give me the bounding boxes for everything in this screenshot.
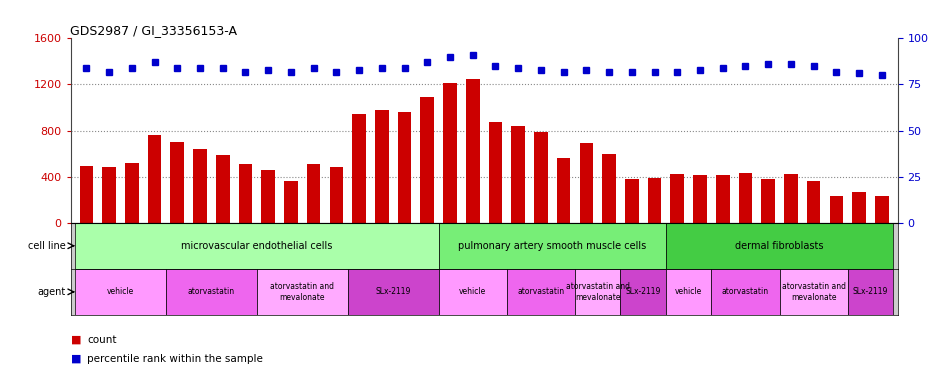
- Bar: [625, 179, 638, 223]
- Bar: [439, 269, 507, 315]
- Text: vehicle: vehicle: [459, 287, 486, 296]
- Bar: [807, 181, 821, 223]
- Text: microvascular endothelial cells: microvascular endothelial cells: [181, 241, 333, 251]
- Bar: [466, 79, 479, 223]
- Bar: [398, 112, 412, 223]
- Bar: [375, 110, 388, 223]
- Bar: [170, 142, 184, 223]
- Text: agent: agent: [38, 287, 66, 297]
- Bar: [216, 155, 229, 223]
- Bar: [575, 269, 620, 315]
- Bar: [693, 175, 707, 223]
- Bar: [257, 269, 348, 315]
- Bar: [666, 223, 893, 269]
- Bar: [712, 269, 779, 315]
- Bar: [848, 269, 893, 315]
- Text: atorvastatin: atorvastatin: [722, 287, 769, 296]
- Text: SLx-2119: SLx-2119: [625, 287, 661, 296]
- Text: count: count: [87, 335, 117, 345]
- Bar: [80, 166, 93, 223]
- Bar: [853, 192, 866, 223]
- Bar: [666, 269, 712, 315]
- Bar: [261, 170, 275, 223]
- Bar: [489, 122, 502, 223]
- Bar: [102, 167, 116, 223]
- Text: pulmonary artery smooth muscle cells: pulmonary artery smooth muscle cells: [458, 241, 647, 251]
- Bar: [239, 164, 252, 223]
- Bar: [507, 269, 575, 315]
- Text: atorvastatin: atorvastatin: [517, 287, 565, 296]
- Text: atorvastatin: atorvastatin: [188, 287, 235, 296]
- Text: vehicle: vehicle: [675, 287, 702, 296]
- Bar: [439, 223, 666, 269]
- Bar: [348, 269, 439, 315]
- Text: ■: ■: [70, 335, 81, 345]
- Text: dermal fibroblasts: dermal fibroblasts: [735, 241, 823, 251]
- Text: ■: ■: [70, 354, 81, 364]
- Bar: [829, 196, 843, 223]
- Bar: [284, 181, 298, 223]
- Text: GDS2987 / GI_33356153-A: GDS2987 / GI_33356153-A: [70, 24, 238, 37]
- Bar: [580, 143, 593, 223]
- Bar: [330, 167, 343, 223]
- Bar: [194, 149, 207, 223]
- Bar: [761, 179, 775, 223]
- Bar: [875, 196, 888, 223]
- Bar: [511, 126, 525, 223]
- Text: SLx-2119: SLx-2119: [375, 287, 411, 296]
- Text: atorvastatin and
mevalonate: atorvastatin and mevalonate: [782, 282, 846, 301]
- Text: SLx-2119: SLx-2119: [853, 287, 888, 296]
- Bar: [75, 269, 166, 315]
- Bar: [125, 163, 139, 223]
- Text: cell line: cell line: [28, 241, 66, 251]
- Bar: [784, 174, 798, 223]
- Bar: [148, 135, 162, 223]
- Bar: [166, 269, 257, 315]
- Bar: [420, 97, 434, 223]
- Bar: [648, 178, 662, 223]
- Text: atorvastatin and
mevalonate: atorvastatin and mevalonate: [271, 282, 335, 301]
- Bar: [620, 269, 666, 315]
- Bar: [603, 154, 616, 223]
- Bar: [352, 114, 366, 223]
- Text: atorvastatin and
mevalonate: atorvastatin and mevalonate: [566, 282, 630, 301]
- Bar: [716, 175, 729, 223]
- Bar: [556, 158, 571, 223]
- Bar: [534, 132, 548, 223]
- Bar: [670, 174, 684, 223]
- Bar: [739, 173, 752, 223]
- Bar: [779, 269, 848, 315]
- Text: vehicle: vehicle: [107, 287, 134, 296]
- Bar: [75, 223, 439, 269]
- Bar: [306, 164, 321, 223]
- Text: percentile rank within the sample: percentile rank within the sample: [87, 354, 263, 364]
- Bar: [443, 83, 457, 223]
